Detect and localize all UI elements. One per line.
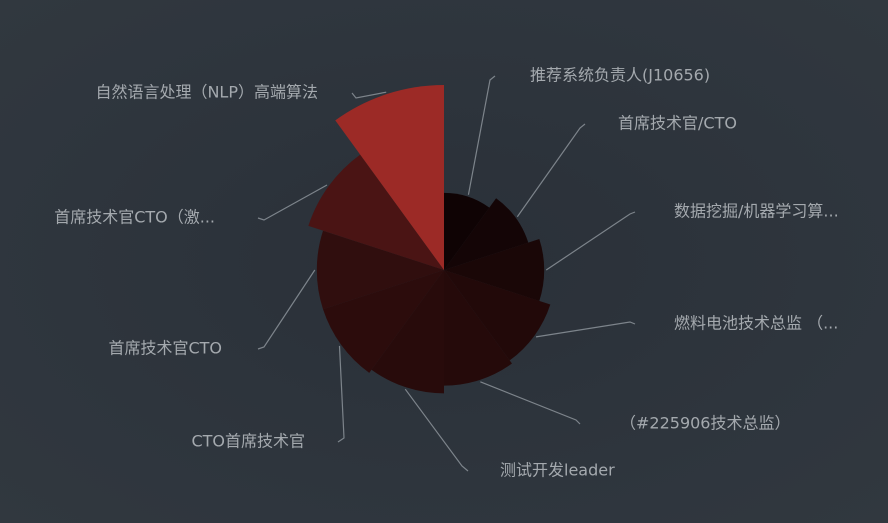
leader-line — [545, 211, 636, 271]
slice-label: 推荐系统负责人(J10656) — [530, 66, 710, 85]
rose-slice[interactable] — [444, 270, 512, 386]
slice-label: 自然语言处理（NLP）高端算法 — [95, 83, 318, 102]
leader-line — [257, 269, 316, 350]
leader-line — [535, 321, 636, 338]
rose-slice[interactable] — [444, 192, 490, 270]
slice-label: （#225906技术总监） — [620, 414, 791, 433]
slice-label: CTO首席技术官 — [191, 432, 305, 451]
slice-label: 首席技术官CTO（激... — [54, 208, 215, 227]
leader-line — [516, 123, 586, 218]
rose-slice[interactable] — [444, 270, 551, 361]
rose-slice[interactable] — [371, 270, 444, 394]
leader-line — [480, 381, 581, 425]
rose-slice[interactable] — [444, 198, 529, 270]
leader-line — [337, 345, 345, 443]
leader-line — [404, 388, 469, 472]
slice-label: 燃料电池技术总监 （... — [674, 314, 838, 333]
slice-label: 首席技术官CTO — [108, 339, 222, 358]
rose-slice[interactable] — [323, 270, 444, 373]
rose-slice[interactable] — [316, 230, 444, 310]
leader-line — [351, 91, 387, 99]
slice-label: 数据挖掘/机器学习算... — [674, 202, 839, 221]
leader-line — [467, 75, 496, 195]
rose-slice[interactable] — [335, 85, 444, 270]
leader-line — [257, 184, 328, 221]
slice-label: 测试开发leader — [500, 461, 615, 480]
rose-slice[interactable] — [308, 154, 444, 270]
rose-slice[interactable] — [444, 239, 545, 301]
slice-label: 首席技术官/CTO — [618, 114, 737, 133]
